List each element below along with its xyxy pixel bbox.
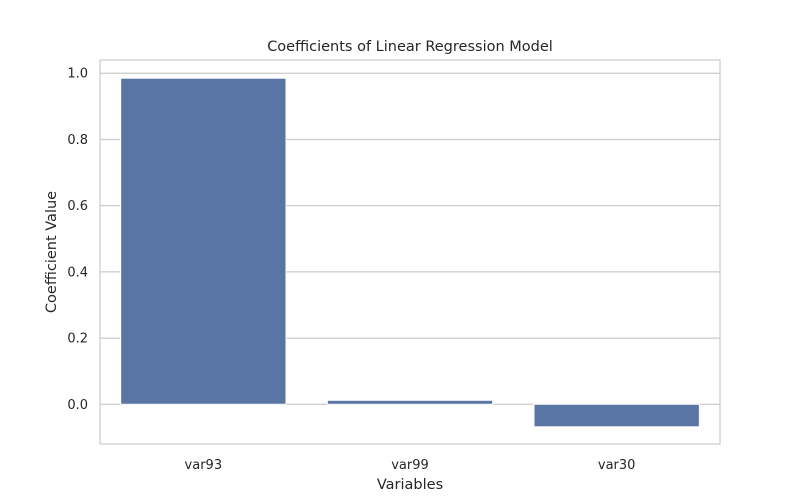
y-tick-labels: 0.0 0.2 0.4 0.6 0.8 1.0 [67,67,88,413]
y-tick-label: 0.2 [67,332,88,347]
x-tick-label: var93 [185,458,223,473]
y-tick-label: 0.8 [67,133,88,148]
bar-var99 [326,399,494,405]
bar-var93 [120,77,287,405]
y-axis-label: Coefficient Value [44,191,60,313]
x-tick-label: var30 [598,458,636,473]
y-tick-label: 1.0 [67,67,88,82]
bars [120,77,700,428]
x-tick-labels: var93 var99 var30 [185,458,636,473]
y-tick-label: 0.6 [67,199,88,214]
bar-var30 [533,403,700,428]
plot-frame [99,59,721,445]
chart-title: Coefficients of Linear Regression Model [267,39,553,55]
x-tick-label: var99 [391,458,429,473]
y-tick-label: 0.4 [67,265,88,280]
x-axis-label: Variables [377,477,443,493]
y-tick-label: 0.0 [67,398,88,413]
